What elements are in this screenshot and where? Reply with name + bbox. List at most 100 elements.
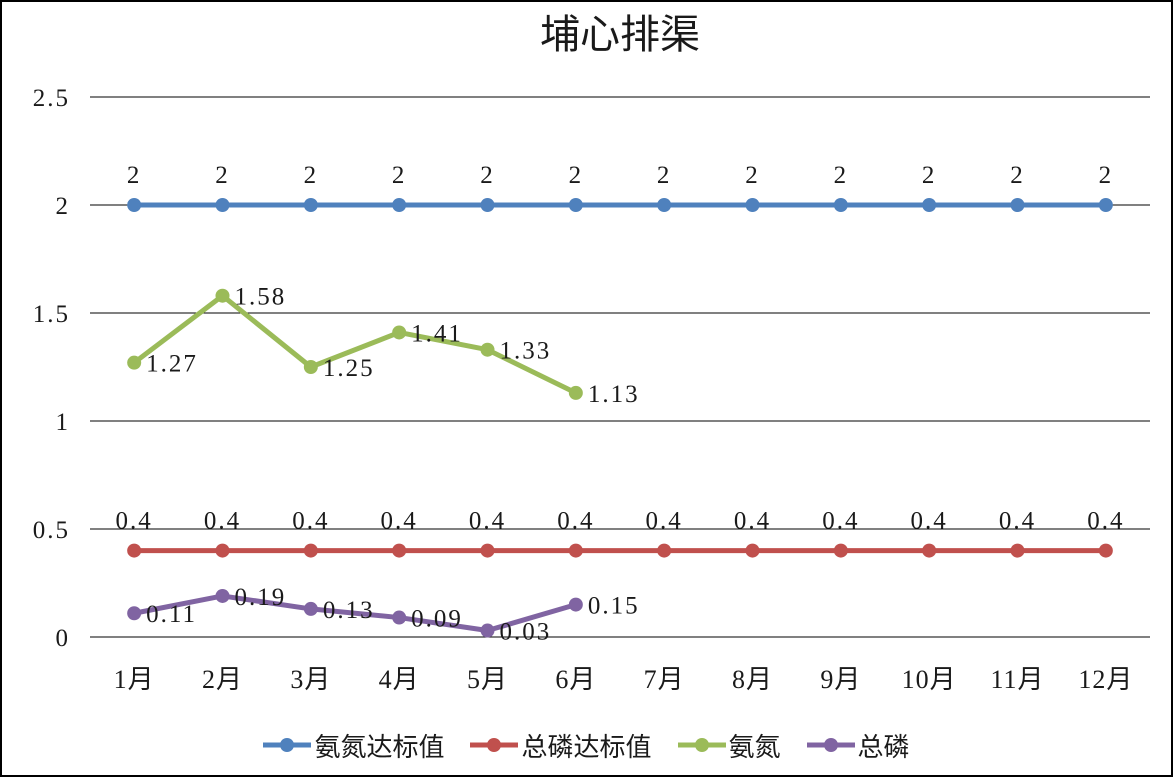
series-3-marker (127, 606, 142, 621)
series-1-marker (215, 543, 230, 558)
legend: 氨氮达标值 总磷达标值 氨氮 总磷 (2, 724, 1171, 766)
series-1-data-label: 0.4 (999, 508, 1036, 535)
series-0-marker (745, 198, 760, 212)
series-2-marker (392, 325, 407, 340)
series-2-marker (480, 342, 495, 357)
series-0-data-label: 2 (569, 162, 584, 189)
series-1-data-label: 0.4 (822, 508, 859, 535)
series-0-marker (392, 198, 407, 212)
series-2-data-label: 1.27 (146, 351, 198, 378)
series-3-marker (480, 623, 495, 638)
series-1-data-label: 0.4 (734, 508, 771, 535)
series-1-marker (392, 543, 407, 558)
series-1-data-label: 0.4 (1087, 508, 1124, 535)
series-0-marker (568, 198, 583, 212)
x-axis-tick-label: 11月 (990, 665, 1044, 694)
x-axis-tick-label: 10月 (902, 665, 957, 694)
series-0-marker (303, 198, 318, 212)
legend-item-3: 总磷 (806, 727, 910, 764)
y-axis-tick-label: 0 (56, 625, 71, 652)
series-1-data-label: 0.4 (557, 508, 594, 535)
series-0-data-label: 2 (127, 162, 142, 189)
series-0-data-label: 2 (304, 162, 319, 189)
series-1-marker (480, 543, 495, 558)
x-axis-tick-label: 2月 (202, 665, 243, 694)
series-1-data-label: 0.4 (381, 508, 418, 535)
x-axis-tick-label: 1月 (114, 665, 155, 694)
legend-marker-2 (677, 738, 726, 752)
series-1-marker (1098, 543, 1113, 558)
x-axis-tick-label: 4月 (379, 665, 420, 694)
series-2-marker (568, 385, 583, 400)
series-1-marker (127, 543, 142, 558)
x-axis-tick-label: 7月 (644, 665, 685, 694)
y-axis-tick-label: 0.5 (33, 517, 70, 544)
legend-label-3: 总磷 (857, 732, 910, 762)
series-1-data-label: 0.4 (116, 508, 153, 535)
series-1-marker (1010, 543, 1025, 558)
series-1-marker (833, 543, 848, 558)
legend-item-0: 氨氮达标值 (263, 727, 444, 764)
series-3-marker (215, 588, 230, 603)
y-axis-tick-label: 1 (56, 409, 71, 436)
series-1-marker (657, 543, 672, 558)
legend-marker-0 (263, 738, 312, 752)
series-0-data-label: 2 (215, 162, 230, 189)
series-3-data-label: 0.11 (146, 601, 197, 628)
series-0-marker (127, 198, 142, 212)
legend-item-2: 氨氮 (677, 727, 781, 764)
series-3-data-label: 0.13 (323, 597, 375, 624)
x-axis-tick-label: 12月 (1078, 665, 1133, 694)
x-axis-tick-label: 5月 (467, 665, 508, 694)
series-3-data-label: 0.19 (235, 584, 287, 611)
legend-marker-3 (806, 738, 855, 752)
legend-label-1: 总磷达标值 (521, 732, 652, 762)
series-1-marker (922, 543, 937, 558)
y-axis-tick-label: 2 (56, 193, 71, 220)
series-3-data-label: 0.15 (588, 593, 640, 620)
series-0-marker (833, 198, 848, 212)
series-3-line (131, 593, 579, 634)
series-1-marker (745, 543, 760, 558)
x-axis-tick-label: 3月 (290, 665, 331, 694)
series-1-data-label: 0.4 (469, 508, 506, 535)
series-2-data-label: 1.33 (500, 338, 552, 365)
series-2-marker (127, 355, 142, 370)
x-axis-tick-label: 6月 (555, 665, 596, 694)
series-3-data-label: 0.09 (411, 606, 463, 633)
series-0-data-label: 2 (392, 162, 407, 189)
series-2-data-label: 1.13 (588, 381, 640, 408)
legend-marker-1 (470, 738, 519, 752)
series-1-marker (568, 543, 583, 558)
y-axis-tick-label: 1.5 (33, 301, 70, 328)
series-2-line (131, 293, 579, 396)
series-0-marker (480, 198, 495, 212)
legend-item-1: 总磷达标值 (470, 727, 652, 764)
series-0-marker (1098, 198, 1113, 212)
series-0-marker (1010, 198, 1025, 212)
series-2-data-label: 1.58 (235, 284, 287, 311)
series-1-marker (303, 543, 318, 558)
series-2-marker (303, 360, 318, 374)
series-1-data-label: 0.4 (911, 508, 948, 535)
series-0-data-label: 2 (834, 162, 849, 189)
series-0-marker (215, 198, 230, 212)
series-1-data-label: 0.4 (204, 508, 241, 535)
series-0-data-label: 2 (745, 162, 760, 189)
series-3-marker (392, 610, 407, 625)
series-0-data-label: 2 (1010, 162, 1025, 189)
series-2-data-label: 1.25 (323, 355, 375, 382)
legend-label-0: 氨氮达标值 (314, 732, 445, 762)
series-1-data-label: 0.4 (292, 508, 329, 535)
y-axis-tick-label: 2.5 (33, 85, 70, 112)
series-3-marker (303, 601, 318, 616)
series-3-marker (568, 597, 583, 612)
series-0-marker (922, 198, 937, 212)
x-axis-tick-label: 9月 (820, 665, 861, 694)
series-1-data-label: 0.4 (646, 508, 683, 535)
series-2-data-label: 1.41 (411, 320, 463, 347)
chart-title: 埔心排渠 (540, 12, 700, 57)
x-axis-tick-label: 8月 (732, 665, 773, 694)
